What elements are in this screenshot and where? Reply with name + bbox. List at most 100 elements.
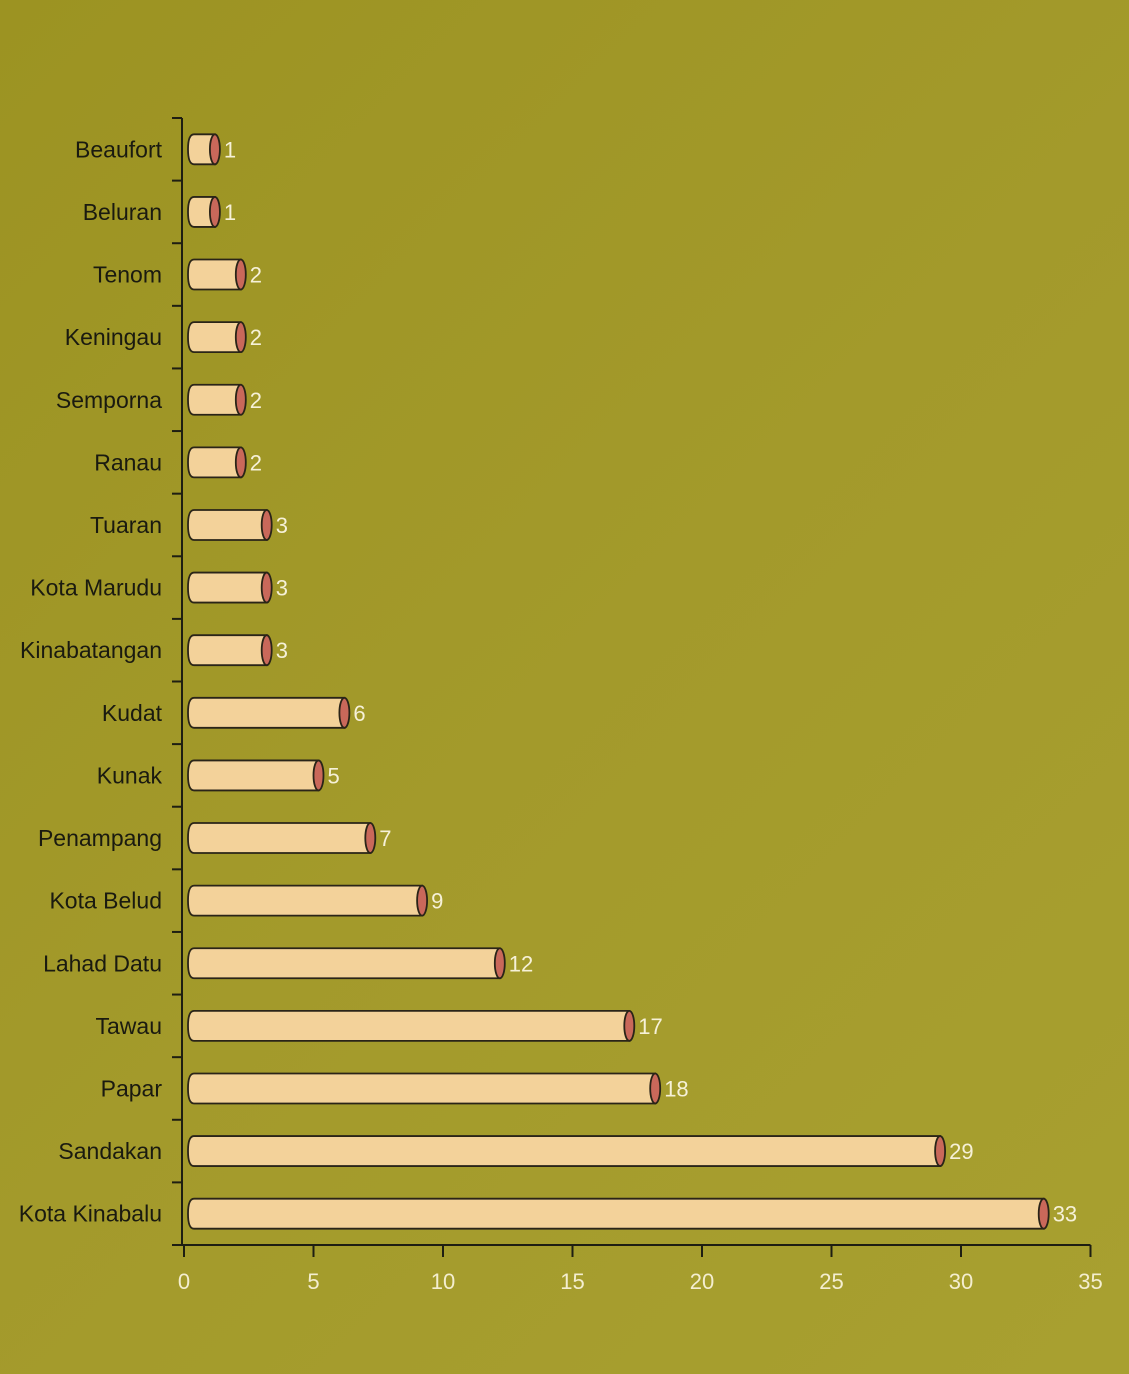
bar-cap xyxy=(934,1135,946,1167)
bar xyxy=(187,884,429,917)
x-tick-label: 15 xyxy=(560,1269,584,1294)
category-label: Keningau xyxy=(65,324,162,350)
category-label: Penampang xyxy=(38,825,162,851)
category-label: Tuaran xyxy=(90,512,162,538)
category-label: Semporna xyxy=(56,387,162,413)
data-label: 1 xyxy=(224,200,236,225)
category-label: Beaufort xyxy=(75,136,163,162)
bar xyxy=(187,759,325,792)
data-label: 17 xyxy=(638,1014,662,1039)
bar-cap xyxy=(416,884,429,917)
category-label: Tenom xyxy=(93,262,162,288)
bar-body xyxy=(187,571,268,604)
bar xyxy=(187,696,351,729)
x-tick-label: 35 xyxy=(1078,1269,1102,1294)
data-label: 7 xyxy=(379,826,391,851)
bar xyxy=(187,133,221,166)
bar xyxy=(187,1197,1050,1230)
category-label: Kudat xyxy=(102,700,163,726)
bar-cap xyxy=(260,509,273,541)
bar xyxy=(187,196,221,228)
data-label: 6 xyxy=(353,701,365,726)
bar-cap xyxy=(260,634,273,667)
data-label: 1 xyxy=(224,137,236,162)
bar xyxy=(187,509,273,541)
bar-cap xyxy=(364,822,377,854)
bar-cap xyxy=(1037,1197,1050,1230)
bar-body xyxy=(187,383,242,416)
bar-body xyxy=(187,759,320,792)
category-label: Tawau xyxy=(96,1013,162,1039)
bar xyxy=(187,383,247,416)
bar-body xyxy=(187,258,242,291)
data-label: 2 xyxy=(250,263,262,288)
bar xyxy=(187,634,273,667)
bar-cap xyxy=(493,947,506,980)
bar xyxy=(187,947,506,980)
bar-cap xyxy=(234,383,247,416)
data-label: 3 xyxy=(276,576,288,601)
bar-cap xyxy=(649,1072,662,1105)
x-tick-label: 25 xyxy=(819,1269,843,1294)
bar xyxy=(187,1072,662,1105)
bar xyxy=(187,446,247,479)
bar-body xyxy=(187,133,216,166)
bar-body xyxy=(187,196,216,228)
bars xyxy=(187,133,1050,1230)
bar-body xyxy=(187,509,268,541)
data-label: 5 xyxy=(328,763,340,788)
category-label: Ranau xyxy=(94,449,162,475)
bar-body xyxy=(187,884,423,917)
data-label: 2 xyxy=(250,388,262,413)
data-label: 3 xyxy=(276,638,288,663)
category-label: Kinabatangan xyxy=(20,637,162,663)
x-tick-label: 0 xyxy=(178,1269,190,1294)
bar xyxy=(187,258,247,291)
x-tick-label: 10 xyxy=(431,1269,455,1294)
bar-body xyxy=(187,634,268,667)
bar-cap xyxy=(234,258,247,291)
bar-body xyxy=(187,1197,1045,1230)
category-label: Lahad Datu xyxy=(43,950,162,976)
bar xyxy=(187,1009,636,1042)
bar-body xyxy=(187,1072,657,1105)
bar xyxy=(187,822,377,854)
bar-body xyxy=(187,321,242,354)
category-label: Beluran xyxy=(83,199,162,225)
category-label: Kota Belud xyxy=(49,888,162,914)
axes xyxy=(172,117,1092,1257)
category-label: Kunak xyxy=(97,762,163,788)
bar-cap xyxy=(208,133,221,166)
data-label: 9 xyxy=(431,889,443,914)
data-label: 2 xyxy=(250,325,262,350)
data-label: 2 xyxy=(250,450,262,475)
data-label: 29 xyxy=(949,1139,973,1164)
bar-body xyxy=(187,1135,941,1167)
data-label: 3 xyxy=(276,513,288,538)
data-label: 12 xyxy=(509,951,533,976)
category-label: Kota Kinabalu xyxy=(19,1201,162,1227)
bar-cap xyxy=(234,446,247,479)
category-label: Papar xyxy=(101,1075,163,1101)
bar-body xyxy=(187,947,501,980)
bar-cap xyxy=(623,1009,636,1042)
bar-body xyxy=(187,822,372,854)
data-label: 33 xyxy=(1053,1202,1077,1227)
x-tick-label: 5 xyxy=(307,1269,319,1294)
bar xyxy=(187,321,247,354)
x-tick-label: 30 xyxy=(949,1269,973,1294)
bar-body xyxy=(187,1009,631,1042)
bar xyxy=(187,571,273,604)
bar-cap xyxy=(208,196,221,228)
category-label: Sandakan xyxy=(58,1138,162,1164)
bar-cap xyxy=(234,321,247,354)
data-label: 18 xyxy=(664,1076,688,1101)
bar-body xyxy=(187,446,242,479)
bar-cap xyxy=(338,696,351,729)
bar-cap xyxy=(260,571,273,604)
category-label: Kota Marudu xyxy=(30,575,162,601)
bar-cap xyxy=(312,759,325,792)
